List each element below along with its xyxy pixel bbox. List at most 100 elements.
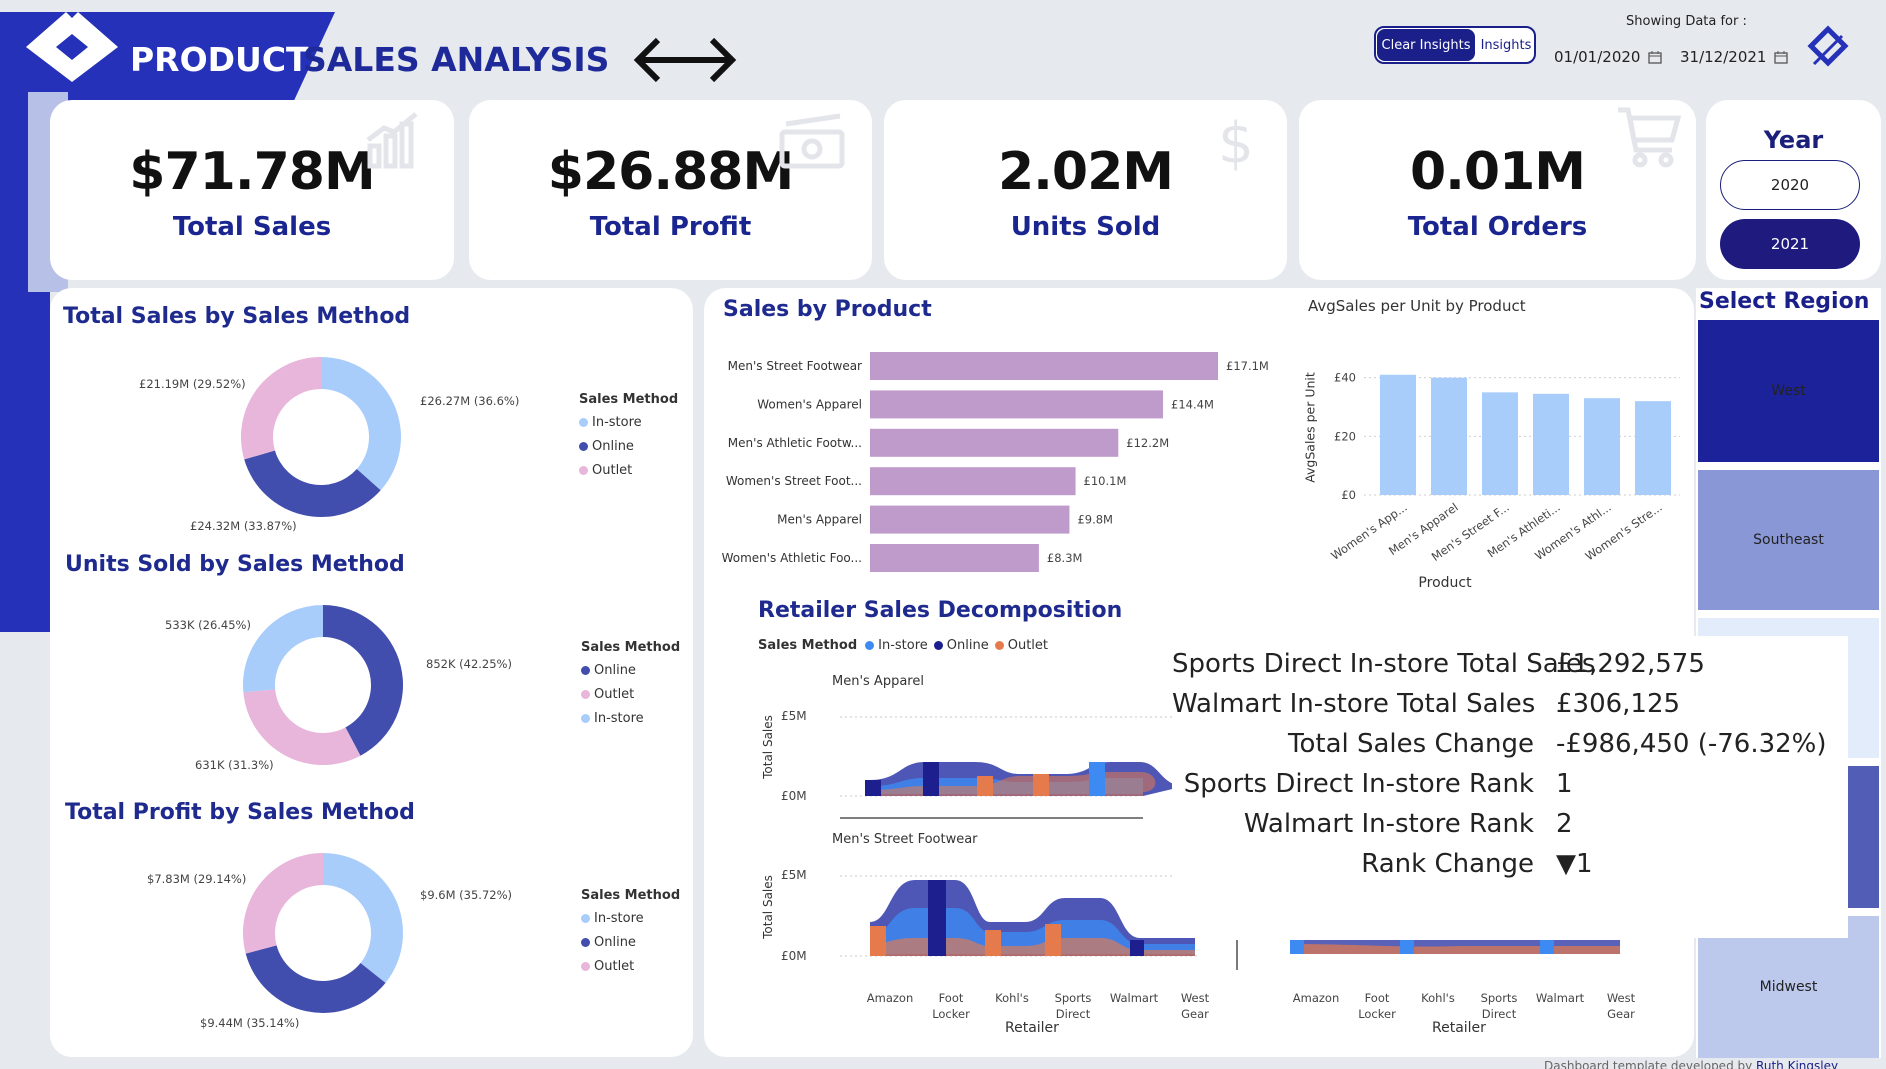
legend-dot xyxy=(581,714,590,723)
vbar-bar[interactable] xyxy=(1635,401,1671,495)
region-tile-west[interactable]: West xyxy=(1698,320,1879,462)
legend-item[interactable]: Outlet xyxy=(579,463,678,478)
legend-label[interactable]: Online xyxy=(946,638,989,653)
legend-item[interactable]: Outlet xyxy=(581,959,680,974)
retailer-tick-label: Sports Direct xyxy=(1054,991,1092,1021)
donut-slice-label: 533K (26.45%) xyxy=(165,618,251,632)
decomposition-ribbons[interactable] xyxy=(840,700,1670,970)
decomp-ytick: £5M xyxy=(781,709,807,723)
legend-item[interactable]: In-store xyxy=(581,711,680,726)
donut-slice[interactable] xyxy=(321,357,401,491)
hbar-value-label: £9.8M xyxy=(1077,513,1113,527)
hbar-bar[interactable] xyxy=(870,428,1119,457)
donut-slice[interactable] xyxy=(244,450,381,517)
decomposition-panel2-title: Men's Street Footwear xyxy=(832,832,978,847)
region-filter-title: Select Region xyxy=(1699,289,1870,314)
legend-label[interactable]: Outlet xyxy=(1007,638,1049,653)
legend-item[interactable]: Online xyxy=(581,935,680,950)
kpi-value: $26.88M xyxy=(547,142,794,202)
vbar-bar[interactable] xyxy=(1431,377,1467,495)
showing-data-label: Showing Data for : xyxy=(1626,14,1747,29)
year-option-2020[interactable]: 2020 xyxy=(1720,160,1860,210)
kpi-card-total-orders: 0.01M Total Orders xyxy=(1299,100,1696,280)
hbar-category-label: Women's Apparel xyxy=(757,397,862,411)
page-title-part1: PRODUCT xyxy=(130,40,309,79)
donut-sales-chart[interactable] xyxy=(236,352,406,522)
clear-insights-button[interactable]: Clear Insights xyxy=(1377,29,1475,61)
tooltip-row: Total Sales Change -£986,450 (-76.32%) xyxy=(1172,724,1848,764)
decomp-ylabel: Total Sales xyxy=(761,715,775,779)
bar-chart-icon xyxy=(362,110,424,172)
hbar-category-label: Men's Athletic Footw... xyxy=(728,436,862,450)
vbar-bar[interactable] xyxy=(1380,374,1416,495)
hbar-bar[interactable] xyxy=(870,467,1076,496)
footer-credit-link[interactable]: Ruth Kingsley xyxy=(1756,1059,1839,1069)
decomp-ytick: £0M xyxy=(781,789,807,803)
year-filter-title: Year xyxy=(1763,126,1824,154)
hbar-value-label: £12.2M xyxy=(1126,436,1169,450)
calendar-icon[interactable] xyxy=(1648,49,1662,64)
hbar-value-label: £8.3M xyxy=(1047,551,1083,565)
legend-item[interactable]: In-store xyxy=(581,911,680,926)
avg-sales-title: AvgSales per Unit by Product xyxy=(1308,297,1526,315)
insights-toggle[interactable]: Clear Insights Insights xyxy=(1374,26,1536,64)
donut-slice[interactable] xyxy=(243,853,323,954)
decomp-xaxis-1: Amazon Foot Locker Kohl's Sports Direct Walmar… xyxy=(840,990,1209,1026)
end-date[interactable]: 31/12/2021 xyxy=(1680,48,1767,66)
donut-profit-chart[interactable] xyxy=(238,848,408,1018)
donut-slice-label: $9.6M (35.72%) xyxy=(420,888,513,902)
region-tile-southeast[interactable]: Southeast xyxy=(1698,470,1879,610)
tooltip-label: Sports Direct In-store Total Sales xyxy=(1172,649,1596,679)
kpi-label: Total Profit xyxy=(589,212,752,242)
legend-label: Online xyxy=(594,935,636,950)
legend-item[interactable]: Outlet xyxy=(581,687,680,702)
donut-slice-label: $9.44M (35.14%) xyxy=(200,1016,300,1030)
legend-dot xyxy=(933,641,943,650)
hbar-bar[interactable] xyxy=(870,390,1164,419)
retailer-tick-label: Foot Locker xyxy=(1358,991,1396,1021)
legend-label: In-store xyxy=(594,711,644,726)
donut-units-chart[interactable] xyxy=(238,600,408,770)
sales-by-product-chart[interactable]: Men's Street Footwear £17.1M Women's Appar… xyxy=(704,340,1284,580)
legend-dot xyxy=(581,690,590,699)
nav-arrows-icon[interactable] xyxy=(630,30,740,90)
donut-sales-title: Total Sales by Sales Method xyxy=(63,304,411,329)
donut-slice[interactable] xyxy=(245,945,386,1013)
legend-dot xyxy=(581,666,590,675)
retailer-tick-label: West Gear xyxy=(1606,991,1636,1021)
legend-label[interactable]: In-store xyxy=(878,638,928,653)
region-tile-midwest[interactable]: Midwest xyxy=(1698,916,1879,1058)
legend-dot xyxy=(579,442,588,451)
decomp-ytick: £0M xyxy=(781,949,807,963)
donut-slice[interactable] xyxy=(323,605,403,756)
hbar-bar[interactable] xyxy=(870,352,1218,380)
legend-item[interactable]: Online xyxy=(579,439,678,454)
avg-sales-xlabel: Product xyxy=(1418,575,1472,591)
donut-profit-title: Total Profit by Sales Method xyxy=(65,800,415,825)
donut-units-legend: Sales Method Online Outlet In-store xyxy=(581,640,680,735)
vbar-bar[interactable] xyxy=(1584,398,1620,495)
hbar-bar[interactable] xyxy=(870,544,1039,572)
donut-slice[interactable] xyxy=(243,605,323,693)
diamond-logo-icon[interactable] xyxy=(1806,24,1850,68)
start-date[interactable]: 01/01/2020 xyxy=(1554,48,1641,66)
insights-button[interactable]: Insights xyxy=(1480,37,1532,53)
kpi-card-total-sales: $71.78M Total Sales xyxy=(50,100,454,280)
donut-slice[interactable] xyxy=(323,853,403,983)
vbar-bar[interactable] xyxy=(1533,393,1569,495)
legend-item[interactable]: In-store xyxy=(579,415,678,430)
legend-label: In-store xyxy=(592,415,642,430)
calendar-icon[interactable] xyxy=(1774,49,1788,64)
donut-slice[interactable] xyxy=(241,357,321,460)
legend-label: In-store xyxy=(594,911,644,926)
legend-dot xyxy=(994,641,1004,650)
vbar-bar[interactable] xyxy=(1482,392,1518,495)
legend-item[interactable]: Online xyxy=(581,663,680,678)
kpi-value: 2.02M xyxy=(997,142,1174,202)
hbar-bar[interactable] xyxy=(870,505,1070,534)
year-option-2021[interactable]: 2021 xyxy=(1720,219,1860,269)
donut-slice-label: 631K (31.3%) xyxy=(195,758,274,772)
legend-label: Online xyxy=(592,439,634,454)
donut-slice[interactable] xyxy=(243,689,361,765)
